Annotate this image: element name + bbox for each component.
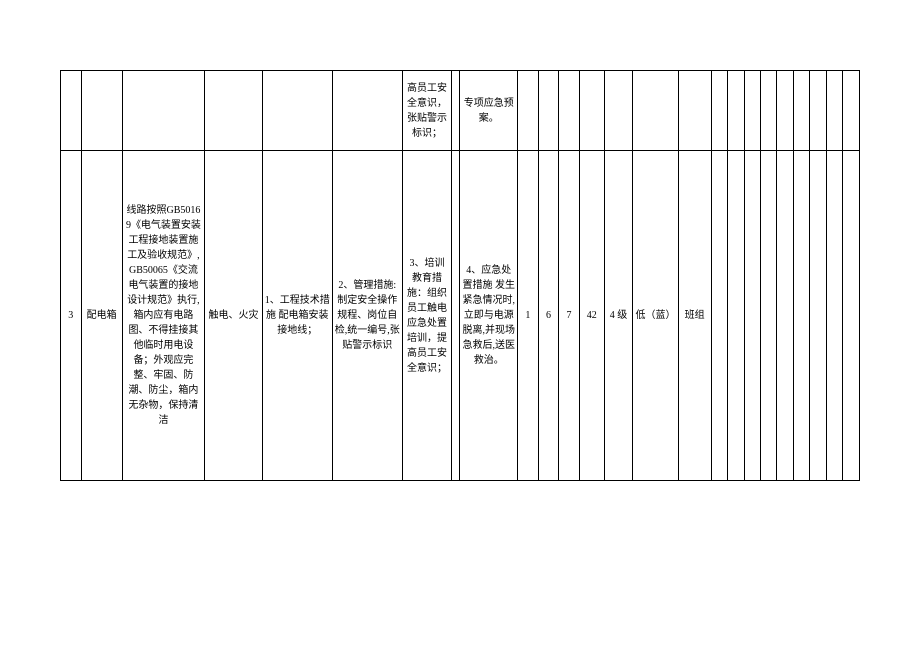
table-cell — [810, 151, 826, 481]
table-cell — [760, 151, 776, 481]
table-cell — [711, 71, 727, 151]
table-cell: 3 — [61, 151, 82, 481]
table-cell: 4 级 — [604, 151, 633, 481]
table-cell — [728, 71, 744, 151]
table-body: 高员工安全意识，张贴警示标识；专项应急预案。3配电箱线路按照GB50169《电气… — [61, 71, 860, 481]
table-cell — [744, 151, 760, 481]
table-cell: 专项应急预案。 — [460, 71, 518, 151]
table-cell — [826, 151, 842, 481]
table-cell — [843, 151, 860, 481]
table-cell — [711, 151, 727, 481]
table-cell: 1 — [518, 151, 539, 481]
table-cell — [760, 71, 776, 151]
document-table: 高员工安全意识，张贴警示标识；专项应急预案。3配电箱线路按照GB50169《电气… — [60, 70, 860, 481]
table-cell: 1、工程技术措施 配电箱安装接地线； — [262, 151, 332, 481]
table-cell — [777, 151, 793, 481]
table-cell — [332, 71, 402, 151]
table-cell: 线路按照GB50169《电气装置安装工程接地装置施工及验收规范》,GB50065… — [122, 151, 204, 481]
table-cell — [633, 71, 678, 151]
table-cell — [678, 71, 711, 151]
table-cell: 7 — [559, 151, 580, 481]
table-cell: 高员工安全意识，张贴警示标识； — [402, 71, 451, 151]
table-cell: 42 — [579, 151, 604, 481]
table-cell: 低（蓝） — [633, 151, 678, 481]
table-cell — [518, 71, 539, 151]
table-cell — [538, 71, 559, 151]
table-cell — [793, 71, 809, 151]
table-cell — [604, 71, 633, 151]
table-cell — [205, 71, 263, 151]
table-cell: 6 — [538, 151, 559, 481]
table-cell: 班组 — [678, 151, 711, 481]
table-row: 高员工安全意识，张贴警示标识；专项应急预案。 — [61, 71, 860, 151]
table-cell — [728, 151, 744, 481]
table-cell — [452, 151, 460, 481]
table-cell — [579, 71, 604, 151]
table-cell: 3、培训教育措施：组织员工触电应急处置培训，提高员工安全意识； — [402, 151, 451, 481]
table-cell — [61, 71, 82, 151]
table-cell — [559, 71, 580, 151]
table-cell — [810, 71, 826, 151]
table-cell: 4、应急处置措施 发生紧急情况时,立即与电源脱离,并现场急救后,送医救治。 — [460, 151, 518, 481]
table-cell — [81, 71, 122, 151]
table-cell — [122, 71, 204, 151]
table-cell — [262, 71, 332, 151]
table-cell: 触电、火灾 — [205, 151, 263, 481]
table-row: 3配电箱线路按照GB50169《电气装置安装工程接地装置施工及验收规范》,GB5… — [61, 151, 860, 481]
table-cell — [843, 71, 860, 151]
table-cell — [452, 71, 460, 151]
table-cell: 2、管理措施:制定安全操作规程、岗位自检,统一编号,张贴警示标识 — [332, 151, 402, 481]
table-cell: 配电箱 — [81, 151, 122, 481]
table-cell — [777, 71, 793, 151]
table-cell — [744, 71, 760, 151]
table-cell — [826, 71, 842, 151]
table-cell — [793, 151, 809, 481]
